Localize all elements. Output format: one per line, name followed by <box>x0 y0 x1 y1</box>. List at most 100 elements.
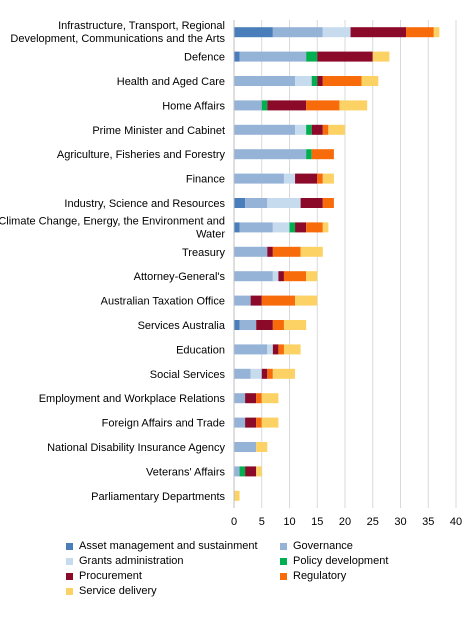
bar-segment <box>261 368 268 379</box>
x-tick-label: 30 <box>394 516 406 528</box>
x-tick-label: 0 <box>231 516 237 528</box>
x-tick-label: 40 <box>450 516 462 528</box>
bar-segment <box>245 198 268 208</box>
legend-item: Governance <box>280 540 353 552</box>
legend-swatch <box>280 557 287 565</box>
bar-segment <box>245 393 257 404</box>
bar-segment <box>306 100 340 111</box>
bar-segment <box>317 51 373 62</box>
bar-segment <box>267 198 301 208</box>
bar-segment <box>250 295 262 306</box>
bar-segment <box>311 124 323 135</box>
bar-segment <box>311 149 334 160</box>
legend-label: Procurement <box>79 570 142 582</box>
bar-segment <box>234 198 246 208</box>
bar-segment <box>322 124 329 135</box>
bar-segment <box>278 344 284 355</box>
bar-segment <box>256 417 262 428</box>
bar-segment <box>256 320 273 330</box>
bar-segment <box>234 368 251 379</box>
legend-swatch <box>280 572 287 580</box>
bar-segment <box>372 51 390 62</box>
x-tick-label: 15 <box>311 516 323 528</box>
bar-segment <box>300 246 323 257</box>
bar-segment <box>239 466 246 477</box>
legend-item: Service delivery <box>66 585 157 597</box>
bar-segment <box>295 124 307 135</box>
bar-segment <box>406 27 434 38</box>
category-label: Australian Taxation Office <box>101 296 225 308</box>
bar-segment <box>234 271 273 282</box>
bar-segment <box>361 76 379 86</box>
category-label: National Disability Insurance Agency <box>47 442 225 454</box>
chart: Infrastructure, Transport, Regional Devel… <box>0 20 462 528</box>
legend-label: Grants administration <box>79 555 184 567</box>
bar-segment <box>289 222 296 233</box>
category-label: Prime Minister and Cabinet <box>92 125 225 137</box>
bar-segment <box>306 271 318 282</box>
legend-item: Grants administration <box>66 555 184 567</box>
category-label: Employment and Workplace Relations <box>39 393 226 405</box>
gridlines <box>233 20 457 508</box>
bar-segment <box>306 124 312 135</box>
bar-segment <box>328 124 345 135</box>
bar-segment <box>250 368 262 379</box>
bar-segment <box>278 271 284 282</box>
bar-segment <box>234 246 268 257</box>
bars <box>234 27 440 501</box>
category-label: Parliamentary Departments <box>91 491 225 503</box>
bar-segment <box>267 100 307 111</box>
bar-segment <box>256 442 268 452</box>
bar-segment <box>234 149 307 160</box>
legend-label: Governance <box>293 540 353 552</box>
bar-segment <box>272 246 301 257</box>
bar-segment <box>245 417 257 428</box>
bar-segment <box>234 417 246 428</box>
x-tick-label: 25 <box>367 516 379 528</box>
category-label: Climate Change, Energy, the Environment … <box>0 215 225 240</box>
legend-item: Asset management and sustainment <box>66 540 258 552</box>
bar-segment <box>234 27 273 38</box>
bar-segment <box>267 246 273 257</box>
bar-segment <box>234 393 246 404</box>
legend-item: Regulatory <box>280 570 346 582</box>
bar-segment <box>234 173 284 184</box>
bar-segment <box>322 222 329 233</box>
bar-segment <box>295 295 318 306</box>
bar-segment <box>234 442 257 452</box>
bar-segment <box>234 222 240 233</box>
bar-segment <box>267 368 273 379</box>
legend-label: Asset management and sustainment <box>79 540 258 552</box>
bar-segment <box>306 149 312 160</box>
bar-segment <box>306 51 318 62</box>
bar-segment <box>261 417 279 428</box>
x-tick-label: 20 <box>339 516 351 528</box>
bar-segment <box>239 222 273 233</box>
legend-swatch <box>66 542 73 550</box>
bar-segment <box>261 100 268 111</box>
bar-segment <box>300 198 323 208</box>
bar-segment <box>283 344 301 355</box>
bar-segment <box>234 344 268 355</box>
category-label: Veterans' Affairs <box>146 466 225 478</box>
bar-segment <box>295 173 318 184</box>
bar-segment <box>322 76 362 86</box>
bar-segment <box>322 173 334 184</box>
category-label: Services Australia <box>138 320 226 332</box>
legend-swatch <box>280 542 287 550</box>
x-axis: 0 5 10 15 20 25 30 35 40 <box>231 20 462 528</box>
bar-segment <box>283 320 307 330</box>
bar-segment <box>267 344 273 355</box>
bar-segment <box>239 51 307 62</box>
x-tick-label: 10 <box>283 516 295 528</box>
bar-segment <box>433 27 440 38</box>
category-label: Home Affairs <box>162 100 225 112</box>
bar-segment <box>272 27 323 38</box>
bar-segment <box>261 393 279 404</box>
bar-segment <box>256 466 262 477</box>
bar-segment <box>311 76 318 86</box>
x-tick-label: 5 <box>259 516 265 528</box>
bar-segment <box>256 393 262 404</box>
bar-segment <box>272 368 296 379</box>
bar-segment <box>322 27 351 38</box>
